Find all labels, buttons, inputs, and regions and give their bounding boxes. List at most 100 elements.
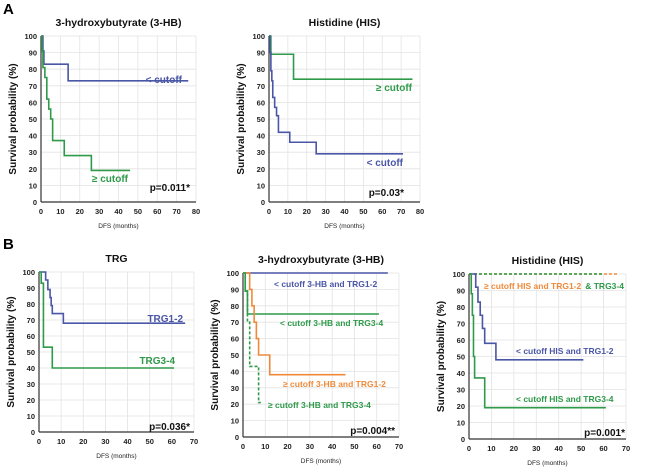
x-tick-label: 10: [56, 207, 64, 216]
y-tick-label: 40: [257, 132, 265, 141]
p-value-annotation: p=0.011*: [150, 183, 190, 194]
y-tick-label: 70: [457, 320, 465, 329]
y-tick-label: 30: [457, 386, 465, 395]
y-tick-label: 30: [231, 384, 239, 393]
series-label: TRG1-2: [147, 314, 183, 325]
x-tick-label: 0: [37, 437, 41, 446]
y-tick-label: 60: [29, 98, 37, 107]
y-tick-label: 0: [31, 428, 35, 437]
x-tick-label: 40: [328, 442, 336, 451]
p-value-annotation: p=0.036*: [149, 422, 190, 433]
y-tick-label: 30: [27, 380, 35, 389]
survival-curve: [41, 35, 189, 82]
y-tick-label: 90: [27, 284, 35, 293]
x-tick-label: 30: [101, 437, 109, 446]
panel-label-a: A: [3, 1, 14, 18]
x-tick-label: 30: [95, 207, 103, 216]
y-tick-label: 70: [257, 82, 265, 91]
survival-curve: [269, 35, 404, 155]
survival-curve: [41, 35, 131, 172]
y-tick-label: 20: [27, 396, 35, 405]
y-tick-label: 0: [461, 435, 465, 444]
x-tick-label: 50: [146, 437, 154, 446]
survival-curve: [469, 273, 584, 361]
y-tick-label: 0: [261, 198, 265, 207]
x-tick-label: 10: [261, 442, 269, 451]
p-value-annotation: p=0.004**: [350, 426, 395, 437]
y-tick-label: 90: [457, 287, 465, 296]
y-tick-label: 20: [231, 400, 239, 409]
y-tick-label: 30: [257, 148, 265, 157]
y-axis-label: Survival probability (%): [6, 296, 17, 407]
x-tick-label: 70: [190, 437, 198, 446]
chart-title: 3-hydroxybutyrate (3-HB): [55, 17, 181, 29]
series-label: & TRG3-4: [585, 281, 624, 291]
y-tick-label: 30: [29, 148, 37, 157]
y-tick-label: 90: [257, 49, 265, 58]
series-label: < cutoff 3-HB and TRG1-2: [274, 279, 377, 289]
y-tick-label: 10: [457, 419, 465, 428]
y-tick-label: 60: [231, 335, 239, 344]
survival-curve: [243, 272, 261, 404]
x-tick-label: 30: [306, 442, 314, 451]
x-tick-label: 70: [397, 207, 405, 216]
series-label: < cutoff HIS and TRG3-4: [516, 394, 614, 404]
x-tick-label: 60: [168, 437, 176, 446]
y-tick-label: 80: [29, 65, 37, 74]
survival-curve: [39, 271, 175, 369]
y-tick-label: 100: [252, 32, 265, 41]
y-tick-label: 60: [257, 98, 265, 107]
x-tick-label: 0: [467, 444, 471, 453]
series-label: < cutoff: [146, 75, 183, 86]
y-tick-label: 60: [457, 336, 465, 345]
x-tick-label: 10: [487, 444, 495, 453]
x-tick-label: 70: [395, 442, 403, 451]
y-axis-label: Survival probability (%): [8, 63, 19, 174]
x-axis-label: DFS (months): [324, 223, 364, 230]
series-label: ≥ cutoff 3-HB and TRG3-4: [268, 400, 371, 410]
series-label: < cutoff: [367, 158, 404, 169]
y-tick-label: 70: [27, 316, 35, 325]
survival-curve: [269, 35, 413, 80]
p-value-annotation: p=0.03*: [369, 188, 404, 199]
y-tick-label: 20: [257, 165, 265, 174]
y-tick-label: 90: [231, 285, 239, 294]
y-tick-label: 40: [231, 367, 239, 376]
x-tick-label: 0: [267, 207, 271, 216]
y-tick-label: 10: [231, 417, 239, 426]
y-tick-label: 50: [29, 115, 37, 124]
y-tick-label: 80: [257, 65, 265, 74]
x-tick-label: 50: [359, 207, 367, 216]
y-tick-label: 20: [29, 165, 37, 174]
series-label: < cutoff HIS and TRG1-2: [516, 346, 614, 356]
y-tick-label: 100: [452, 270, 465, 279]
x-axis-label: DFS (months): [96, 453, 136, 460]
x-tick-label: 0: [241, 442, 245, 451]
y-axis-label: Survival probability (%): [436, 301, 447, 412]
x-axis-label: DFS (months): [98, 223, 138, 230]
x-tick-label: 80: [416, 207, 424, 216]
x-tick-label: 60: [153, 207, 161, 216]
y-tick-label: 40: [27, 364, 35, 373]
y-tick-label: 20: [457, 402, 465, 411]
survival-curve: [39, 271, 186, 324]
y-tick-label: 100: [22, 268, 35, 277]
x-axis-label: DFS (months): [301, 458, 341, 465]
x-tick-label: 60: [599, 444, 607, 453]
chart-title: TRG: [105, 253, 127, 265]
panel-label-b: B: [3, 236, 14, 253]
y-axis-label: Survival probability (%): [236, 63, 247, 174]
y-tick-label: 50: [257, 115, 265, 124]
y-tick-label: 70: [231, 318, 239, 327]
x-tick-label: 40: [123, 437, 131, 446]
y-tick-label: 10: [29, 181, 37, 190]
y-axis-label: Survival probability (%): [210, 299, 221, 410]
x-tick-label: 70: [172, 207, 180, 216]
series-label: ≥ cutoff HIS and TRG1-2: [484, 281, 581, 291]
x-tick-label: 50: [577, 444, 585, 453]
series-label: ≥ cutoff 3-HB and TRG1-2: [283, 379, 386, 389]
x-tick-label: 20: [303, 207, 311, 216]
p-value-annotation: p=0.001*: [584, 428, 625, 439]
